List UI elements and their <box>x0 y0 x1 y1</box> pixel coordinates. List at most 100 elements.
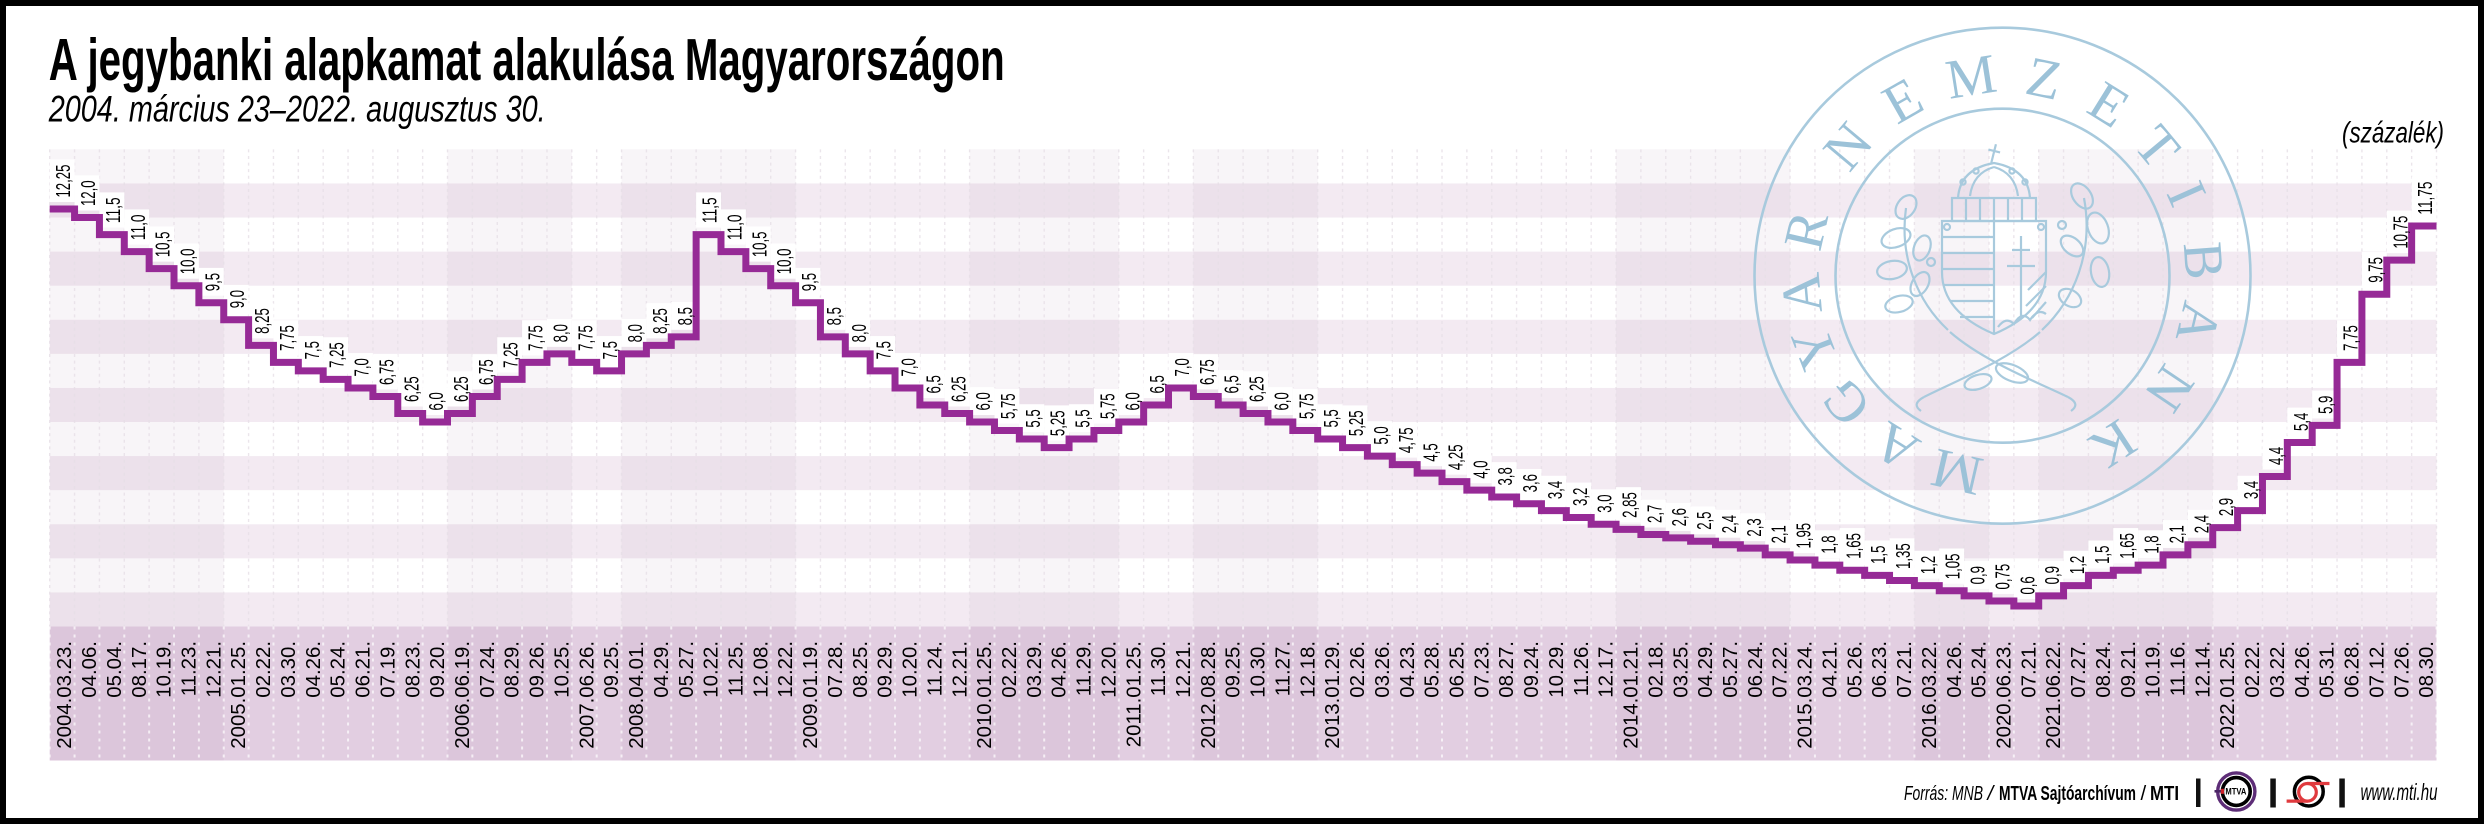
svg-text:B: B <box>2171 240 2236 282</box>
svg-text:2013.01.29.: 2013.01.29. <box>1322 641 1344 749</box>
svg-text:4,75: 4,75 <box>1395 427 1418 453</box>
svg-text:5,5: 5,5 <box>1022 409 1045 427</box>
svg-text:11,0: 11,0 <box>127 214 150 240</box>
svg-text:03.29.: 03.29. <box>1024 641 1046 698</box>
svg-text:5,0: 5,0 <box>1370 426 1393 444</box>
svg-text:10.30.: 10.30. <box>1248 641 1270 698</box>
svg-text:02.26.: 02.26. <box>1347 641 1369 698</box>
svg-text:3,2: 3,2 <box>1569 488 1592 506</box>
svg-text:09.29.: 09.29. <box>875 641 897 698</box>
svg-text:3,6: 3,6 <box>1519 474 1542 492</box>
svg-text:04.23.: 04.23. <box>1397 641 1419 698</box>
svg-text:07.21.: 07.21. <box>1894 641 1916 698</box>
svg-text:10.22.: 10.22. <box>701 641 723 698</box>
svg-text:2006.06.19.: 2006.06.19. <box>452 641 474 749</box>
svg-text:0,9: 0,9 <box>1967 566 1990 584</box>
svg-text:08.23.: 08.23. <box>402 641 424 698</box>
svg-text:8,5: 8,5 <box>823 307 846 325</box>
svg-text:2004.03.23.: 2004.03.23. <box>54 641 76 749</box>
svg-text:3,4: 3,4 <box>2240 481 2263 499</box>
svg-text:7,5: 7,5 <box>599 341 622 359</box>
svg-text:5,75: 5,75 <box>997 393 1020 419</box>
svg-text:6,75: 6,75 <box>375 359 398 385</box>
svg-text:11.26.: 11.26. <box>1571 641 1593 696</box>
svg-text:10.25.: 10.25. <box>551 641 573 698</box>
svg-text:11.30.: 11.30. <box>1148 641 1170 696</box>
svg-text:03.25.: 03.25. <box>1670 641 1692 698</box>
svg-text:6,5: 6,5 <box>1146 375 1169 393</box>
svg-text:05.27.: 05.27. <box>1720 641 1742 698</box>
svg-text:11.25.: 11.25. <box>725 641 747 696</box>
svg-text:2020.06.23.: 2020.06.23. <box>1993 641 2015 749</box>
svg-text:03.26.: 03.26. <box>1372 641 1394 698</box>
svg-text:07.23.: 07.23. <box>1471 641 1493 698</box>
svg-text:4,25: 4,25 <box>1445 444 1468 470</box>
svg-text:6,75: 6,75 <box>1196 359 1219 385</box>
svg-text:2,1: 2,1 <box>2166 525 2189 543</box>
svg-text:3,8: 3,8 <box>1494 467 1517 485</box>
svg-text:2016.03.22.: 2016.03.22. <box>1919 641 1941 749</box>
svg-text:6,75: 6,75 <box>475 359 498 385</box>
svg-text:03.22.: 03.22. <box>2267 641 2289 698</box>
svg-text:07.22.: 07.22. <box>1770 641 1792 698</box>
svg-text:07.21.: 07.21. <box>2018 641 2040 698</box>
svg-text:A: A <box>1770 270 1835 316</box>
svg-text:1,05: 1,05 <box>1942 554 1965 580</box>
svg-text:05.31.: 05.31. <box>2317 641 2339 698</box>
svg-text:7,5: 7,5 <box>873 341 896 359</box>
svg-text:04.21.: 04.21. <box>1819 641 1841 698</box>
svg-text:2,5: 2,5 <box>1693 511 1716 529</box>
svg-text:0,6: 0,6 <box>2016 576 2039 594</box>
svg-text:10.29.: 10.29. <box>1546 641 1568 698</box>
svg-text:04.26.: 04.26. <box>303 641 325 698</box>
svg-text:12,0: 12,0 <box>77 180 100 206</box>
svg-text:04.26.: 04.26. <box>1049 641 1071 698</box>
svg-text:2022.01.25.: 2022.01.25. <box>2217 641 2239 749</box>
svg-text:/: / <box>2141 782 2147 805</box>
svg-text:1,2: 1,2 <box>2066 556 2089 574</box>
svg-text:12.21.: 12.21. <box>1173 641 1195 698</box>
svg-text:12.17.: 12.17. <box>1596 641 1618 698</box>
svg-text:2010.01.25.: 2010.01.25. <box>974 641 996 749</box>
svg-text:MTI: MTI <box>2150 782 2179 805</box>
svg-text:4,0: 4,0 <box>1469 460 1492 478</box>
svg-text:08.17.: 08.17. <box>129 641 151 698</box>
svg-text:06.23.: 06.23. <box>1869 641 1891 698</box>
svg-text:2012.08.28.: 2012.08.28. <box>1198 641 1220 749</box>
svg-text:06.28.: 06.28. <box>2342 641 2364 698</box>
svg-text:10,0: 10,0 <box>773 249 796 275</box>
svg-text:07.19.: 07.19. <box>377 641 399 698</box>
svg-text:09.25.: 09.25. <box>1223 641 1245 698</box>
svg-text:12.14.: 12.14. <box>2192 641 2214 698</box>
svg-text:M: M <box>1942 43 2001 112</box>
svg-text:6,0: 6,0 <box>1270 392 1293 410</box>
svg-text:MTVA: MTVA <box>2225 787 2246 797</box>
svg-text:02.22.: 02.22. <box>999 641 1021 698</box>
svg-text:12.22.: 12.22. <box>775 641 797 698</box>
svg-text:6,0: 6,0 <box>972 392 995 410</box>
svg-text:04.29.: 04.29. <box>1695 641 1717 698</box>
svg-text:05.26.: 05.26. <box>1844 641 1866 698</box>
svg-text:6,0: 6,0 <box>425 392 448 410</box>
svg-text:09.25.: 09.25. <box>601 641 623 698</box>
svg-text:6,0: 6,0 <box>1121 392 1144 410</box>
svg-text:11.23.: 11.23. <box>179 641 201 696</box>
svg-text:0,75: 0,75 <box>1991 564 2014 590</box>
svg-text:2021.06.22.: 2021.06.22. <box>2043 641 2065 749</box>
svg-text:10,5: 10,5 <box>748 231 771 257</box>
svg-text:9,0: 9,0 <box>226 290 249 308</box>
svg-text:2,3: 2,3 <box>1743 518 1766 536</box>
svg-text:04.26.: 04.26. <box>1944 641 1966 698</box>
svg-text:12.21.: 12.21. <box>203 641 225 698</box>
svg-text:09.26.: 09.26. <box>527 641 549 698</box>
svg-text:10,75: 10,75 <box>2389 216 2412 249</box>
svg-text:MTVA Sajtóarchívum: MTVA Sajtóarchívum <box>1999 782 2136 805</box>
svg-text:11.24.: 11.24. <box>924 641 946 696</box>
svg-text:10.20.: 10.20. <box>900 641 922 698</box>
svg-text:1,8: 1,8 <box>2141 535 2164 553</box>
svg-text:08.29.: 08.29. <box>502 641 524 698</box>
svg-text:6,25: 6,25 <box>450 376 473 402</box>
svg-text:5,4: 5,4 <box>2290 413 2313 431</box>
svg-text:11.27.: 11.27. <box>1272 641 1294 696</box>
svg-text:10,0: 10,0 <box>177 249 200 275</box>
